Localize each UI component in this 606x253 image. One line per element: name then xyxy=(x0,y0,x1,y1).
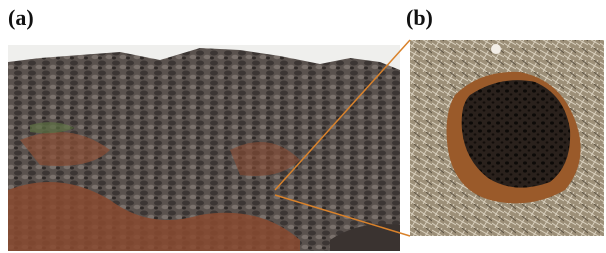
panel-label: (b) xyxy=(406,5,433,30)
figure: (a) (b) xyxy=(0,0,606,253)
photo-scoria-sample xyxy=(410,40,604,236)
panel-label: (a) xyxy=(8,5,34,30)
photo-lava-field xyxy=(8,45,400,251)
